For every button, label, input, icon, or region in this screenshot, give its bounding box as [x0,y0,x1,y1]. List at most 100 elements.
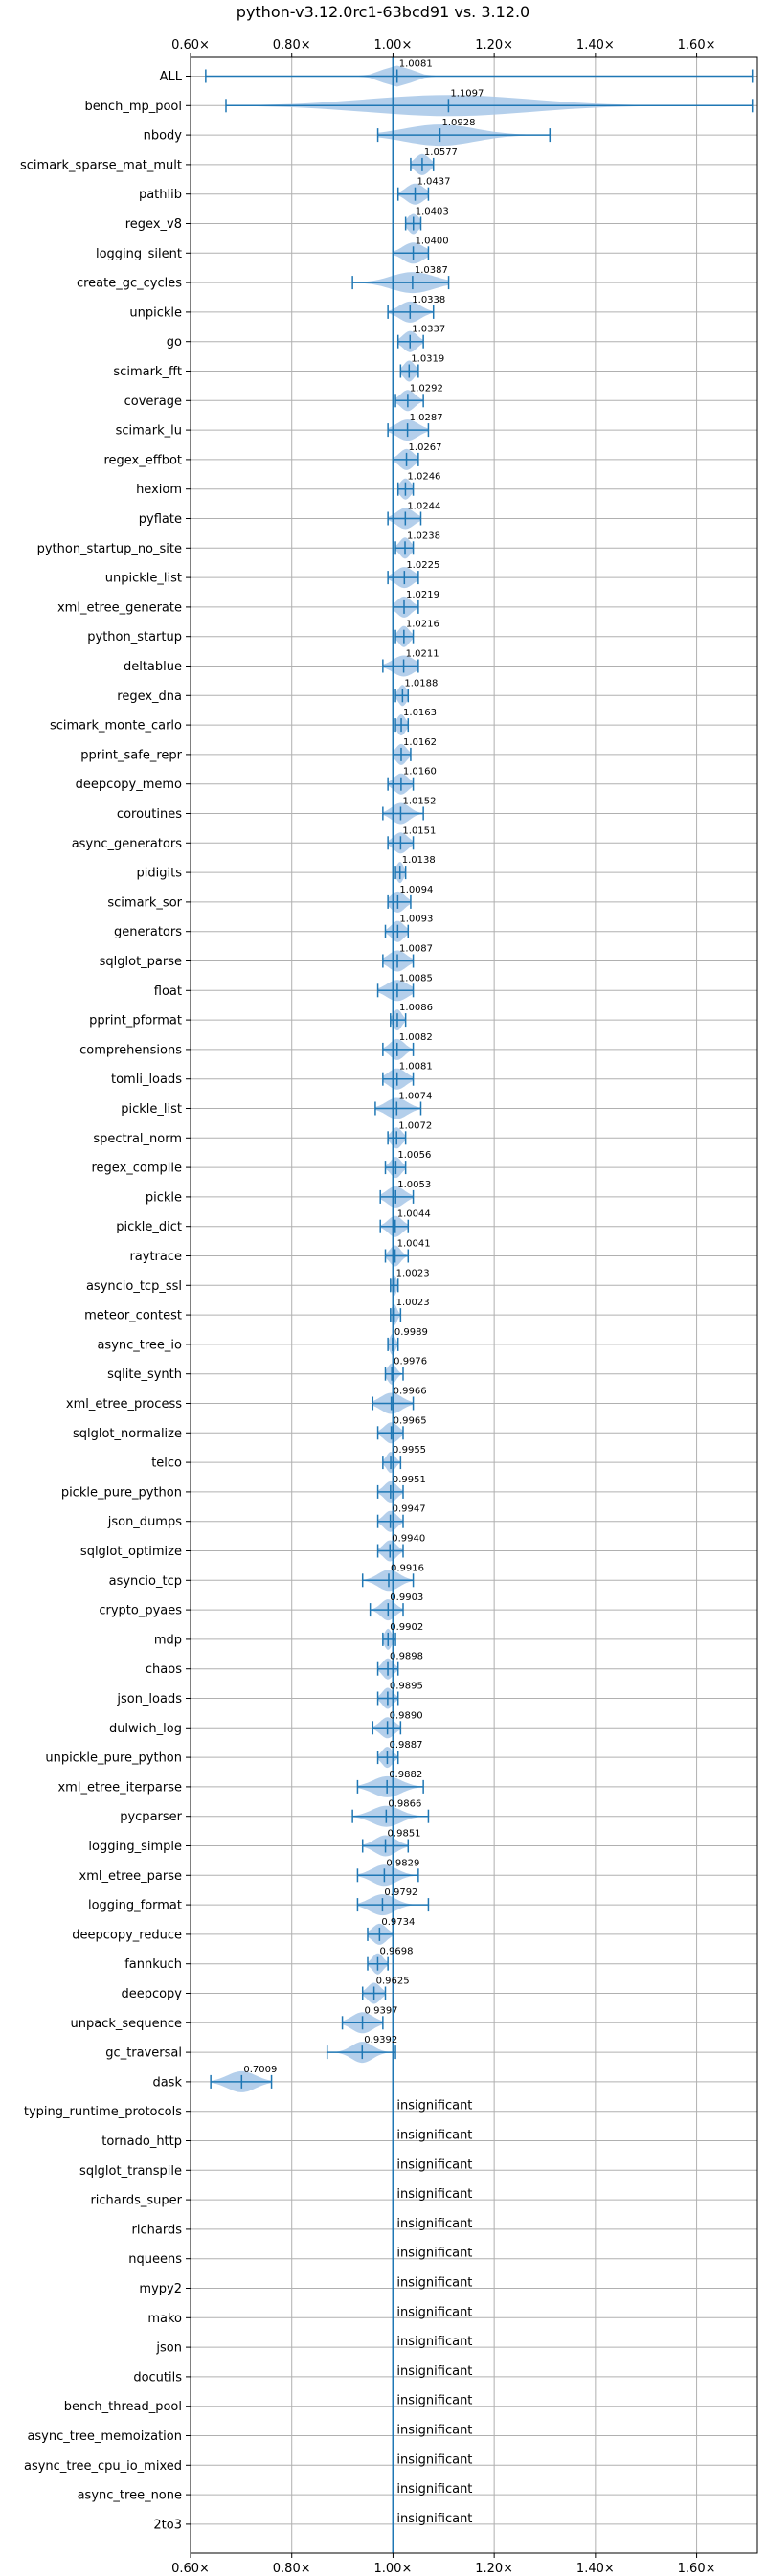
benchmark-label: xml_etree_process [66,1397,182,1412]
benchmark-label: mdp [154,1633,182,1647]
benchmark-label: tornado_http [101,2135,182,2149]
value-label: 0.9851 [388,1829,421,1840]
value-label: 0.9829 [386,1858,419,1868]
insignificant-label: insignificant [396,2158,472,2172]
value-label: 0.9898 [390,1652,423,1662]
benchmark-label: pickle [146,1190,182,1205]
benchmark-label: mako [147,2312,182,2326]
benchmark-label: unpack_sequence [70,2017,182,2031]
value-label: 1.0246 [407,472,440,483]
value-label: 1.0023 [396,1268,430,1278]
benchmark-label: asyncio_tcp_ssl [86,1279,182,1294]
value-label: 0.9392 [364,2035,397,2045]
value-label: 1.0082 [399,1032,433,1043]
benchmark-label: pickle_list [121,1102,182,1117]
value-label: 1.0093 [399,915,433,925]
value-label: 1.0087 [399,944,433,955]
benchmark-label: meteor_contest [84,1309,182,1323]
benchmark-label: pidigits [137,867,183,881]
benchmark-label: coroutines [117,807,182,822]
x-tick-label-top: 1.60× [678,38,716,53]
x-tick-label-top: 1.20× [475,38,513,53]
benchmark-label: logging_simple [88,1840,182,1854]
benchmark-label: json_dumps [107,1515,182,1529]
value-label: 1.0403 [416,207,449,217]
benchmark-label: xml_etree_parse [79,1869,182,1884]
x-tick-label-top: 1.00× [374,38,413,53]
insignificant-label: insignificant [396,2364,472,2379]
benchmark-label: deltablue [124,660,182,674]
benchmark-label: asyncio_tcp [109,1574,182,1589]
benchmark-label: unpickle [129,305,182,320]
benchmark-label: coverage [124,395,182,409]
violin-layer [205,65,754,2092]
benchmark-label: python_startup_no_site [37,542,182,556]
benchmark-label: deepcopy_reduce [72,1928,182,1942]
value-label: 1.0319 [411,354,444,365]
value-label: 1.0238 [407,531,440,541]
benchmark-label: scimark_sor [107,895,182,910]
value-label: 0.9976 [394,1357,427,1367]
benchmark-label: unpickle_list [105,572,182,586]
value-label: 0.9792 [384,1887,417,1898]
value-label: 1.0081 [399,1062,433,1073]
benchmark-label: mypy2 [139,2282,182,2296]
value-label: 0.9966 [394,1387,427,1397]
value-label: 0.9625 [376,1977,410,1987]
benchmark-label: json_loads [116,1692,182,1706]
benchmark-label: dask [152,2075,182,2090]
insignificant-label: insignificant [396,2247,472,2261]
benchmark-label: async_generators [72,837,183,851]
benchmark-label: raytrace [129,1250,182,1264]
x-tick-label-bottom: 1.60× [678,2562,716,2576]
value-label: 0.9866 [388,1799,421,1810]
insignificant-label: insignificant [396,2129,472,2143]
plot-frame [190,56,758,2554]
benchmark-label: fannkuch [124,1957,182,1972]
value-label: 1.0267 [409,442,442,453]
value-label: 0.9989 [394,1327,428,1338]
benchmark-label: nbody [144,129,183,144]
value-label: 1.0577 [424,147,458,158]
value-label: 1.0225 [406,560,439,571]
benchmark-label: gc_traversal [105,2046,182,2061]
benchmark-label: async_tree_io [97,1338,182,1352]
insignificant-label: insignificant [396,2099,472,2113]
value-label: 0.9965 [394,1415,427,1426]
benchmark-label: xml_etree_generate [57,600,182,615]
value-label: 1.0437 [417,177,451,188]
label-layer: 0.60× 0.60× 0.80× 0.80× 1.00× 1.00× 1.20× 1.20×… [20,38,715,2576]
value-label: 1.0244 [407,502,440,512]
value-label: 1.0074 [398,1092,432,1102]
benchmark-label: async_tree_cpu_io_mixed [24,2459,182,2474]
value-label: 1.0081 [399,59,433,70]
benchmark-label: sqlglot_parse [100,955,182,969]
value-label: 0.9698 [379,1947,413,1957]
benchmark-label: nqueens [128,2252,182,2267]
benchmark-label: json [155,2341,182,2356]
value-label: 0.9947 [393,1504,426,1515]
benchmark-label: create_gc_cycles [77,277,182,291]
benchmark-label: sqlite_synth [107,1367,182,1382]
benchmark-label: go [167,335,182,350]
insignificant-label: insignificant [396,2394,472,2408]
insignificant-label: insignificant [396,2276,472,2291]
value-label: 1.0387 [415,265,448,276]
value-label: 0.9951 [393,1475,426,1485]
benchmark-label: tomli_loads [111,1073,182,1087]
insignificant-label: insignificant [396,2424,472,2438]
benchmark-label: crypto_pyaes [99,1604,182,1618]
value-label: 0.9895 [390,1682,423,1692]
value-label: 1.0151 [402,825,436,836]
value-label: 0.9890 [390,1710,423,1721]
value-label: 1.0162 [403,737,437,748]
benchmark-label: 2to3 [153,2518,182,2532]
grid-layer [190,57,757,2553]
axis-layer [186,53,698,2558]
benchmark-label: regex_v8 [125,217,182,232]
benchmark-label: deepcopy [121,1987,182,2001]
benchmark-label: regex_effbot [103,453,182,467]
value-label: 0.9397 [365,2005,398,2016]
benchmark-label: telco [151,1457,182,1471]
benchmark-label: sqlglot_optimize [80,1545,182,1559]
